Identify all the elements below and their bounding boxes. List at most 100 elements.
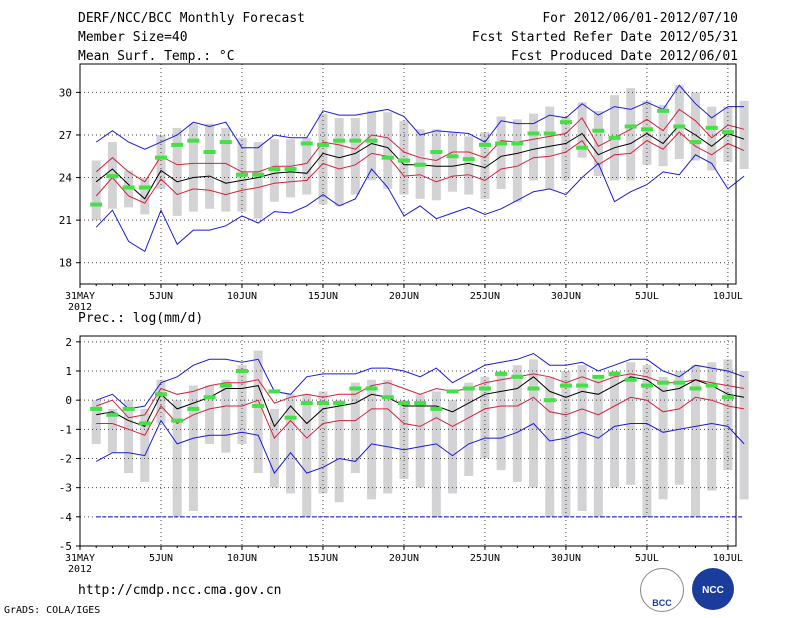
temp-y-tick-label: 18 [59,257,72,270]
precip-ensemble-box [253,350,263,474]
precip-observed-marker [543,398,556,403]
temp-ensemble-box [658,105,668,167]
precip-variable-label: Prec.: log(mm/d) [78,311,204,326]
precip-observed-marker [235,369,248,373]
precip-observed-marker [511,374,524,379]
precip-observed-marker [705,383,718,388]
precip-ensemble-box [172,400,182,517]
temp-observed-marker [511,141,524,146]
precip-observed-marker [559,383,572,388]
precip-series-upper [96,373,745,419]
temp-observed-marker [705,125,718,130]
precip-ensemble-box [739,371,749,500]
precip-observed-marker [381,395,394,400]
temp-observed-marker [543,131,556,136]
precip-y-tick-label: 1 [65,365,72,378]
temp-y-tick-label: 27 [59,129,72,142]
temperature-variable-label: Mean Surf. Temp.: °C [78,49,235,64]
temp-observed-marker [171,142,184,147]
temp-ensemble-box [172,127,182,216]
precip-ensemble-box [561,371,571,517]
precip-series-min [95,419,745,475]
precip-ensemble-box [723,359,733,471]
precip-observed-marker [154,392,167,397]
temp-observed-marker [333,138,346,143]
precip-observed-marker [462,386,475,391]
precip-ensemble-box [707,362,717,491]
precip-ensemble-box [577,365,587,511]
precip-observed-marker [219,383,232,388]
temp-ensemble-box [253,142,263,219]
precip-ensemble-box [107,408,117,453]
precip-observed-marker [268,389,281,394]
ncc-logo: NCC [692,568,734,610]
temp-frame [79,63,737,285]
temp-observed-marker [608,135,621,140]
temp-ensemble-box [318,113,328,205]
precip-ensemble-box [512,365,522,482]
temp-x-tick-label: 25JUN [470,291,500,302]
temp-observed-marker [90,202,103,207]
temp-ensemble-box [205,123,215,209]
temp-observed-marker [203,150,216,154]
precip-observed-marker [414,401,427,406]
temp-ensemble-box [691,92,701,161]
temp-observed-marker [235,172,248,177]
precip-ensemble-box [415,394,425,488]
precip-ensemble-box [431,391,441,517]
precip-y-tick-label: 0 [65,394,72,407]
temp-ensemble-box [140,177,150,215]
temp-ensemble-box [593,110,603,177]
temp-ensemble-box [674,85,684,160]
temp-observed-marker [495,141,508,146]
precip-ensemble-box [269,408,279,488]
temp-x-tick-label: 10JUL [713,291,743,302]
temp-series-min [95,154,745,253]
precip-ensemble-box [691,365,701,517]
precip-ensemble-box [610,371,620,488]
precip-observed-marker [90,406,103,411]
precip-ensemble-box [448,400,458,494]
temp-ensemble-box [156,134,166,189]
precip-ensemble-box [480,376,490,459]
temp-observed-marker [219,140,232,145]
temp-ensemble-box [464,136,474,195]
temp-y-tick-label: 21 [59,214,72,227]
temp-x-tick-label: 31MAY [65,291,95,302]
precip-ensemble-box [545,376,555,517]
precip-y-tick-label: -4 [59,511,73,524]
temp-observed-marker [592,128,605,133]
precip-y-tick-label: -2 [59,453,72,466]
precip-ensemble-box [334,400,344,503]
temp-ensemble-box [431,129,441,201]
temp-observed-marker [673,124,686,129]
precip-x-tick-label: 31MAY [65,553,95,564]
temp-series-max [95,84,745,150]
temp-observed-marker [300,141,313,146]
precip-ensemble-box [91,400,101,444]
precip-observed-marker [106,412,119,417]
temp-observed-marker [657,108,670,113]
temp-x-tick-label: 20JUN [389,291,419,302]
temp-ensemble-box [399,120,409,195]
precip-ensemble-box [593,376,603,517]
precip-observed-marker [333,401,346,406]
temp-ensemble-box [448,132,458,192]
precip-observed-marker [495,371,508,376]
precip-x-tick-label: 25JUN [470,553,500,564]
temp-x-tick-label: 10JUN [227,291,257,302]
precip-ensemble-box [221,379,231,453]
precip-ensemble-box [350,382,360,474]
temp-observed-marker [640,127,653,132]
temp-observed-marker [446,154,459,159]
website-url[interactable]: http://cmdp.ncc.cma.gov.cn [78,583,282,598]
temp-observed-marker [349,138,362,143]
temp-ensemble-box [350,117,360,195]
temp-observed-marker [138,185,151,190]
precip-frame [79,335,737,547]
precip-series-lower [96,396,745,440]
chart-title: DERF/NCC/BCC Monthly Forecast [78,11,305,26]
precip-observed-marker [624,377,637,382]
temp-observed-marker [252,172,265,177]
precip-y-tick-label: -1 [59,423,72,436]
